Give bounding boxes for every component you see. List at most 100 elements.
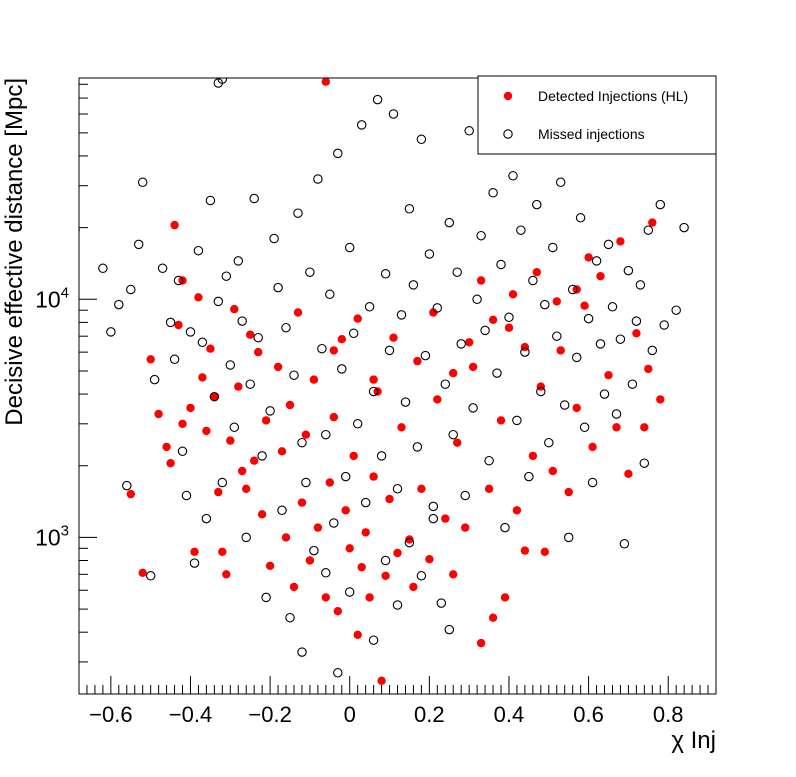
detected-point [277,447,287,456]
missed-point [468,403,478,413]
detected-point [234,382,243,391]
detected-point [222,570,231,579]
missed-point [229,422,240,433]
missed-point [444,624,455,635]
missed-point [213,78,224,88]
missed-point [496,259,506,270]
detected-point [293,308,303,317]
missed-point [603,239,614,250]
missed-point [659,320,669,330]
detected-point [604,371,613,380]
missed-point [209,391,220,402]
missed-point [472,294,482,305]
detected-point [508,290,518,299]
detected-point [166,459,175,468]
detected-point [198,373,207,382]
missed-point [540,299,550,310]
missed-point [416,571,427,581]
missed-point [555,177,566,188]
detected-point [552,297,561,306]
missed-point [559,400,570,410]
legend-box [477,75,717,155]
detected-point [257,510,267,519]
missed-point [424,249,435,259]
missed-point [344,587,355,597]
legend-label: Detected Injections (HL) [538,88,688,104]
missed-point [337,364,347,374]
missed-point [392,484,403,494]
detected-point [461,523,470,532]
missed-point [317,343,327,354]
missed-point [408,280,419,290]
missed-point [492,368,502,378]
missed-point [635,280,646,290]
missed-point [277,505,287,516]
points-layer [79,78,689,685]
missed-point [173,275,184,286]
missed-point [181,490,192,501]
legend-marker-detected [503,91,513,101]
detected-point [246,330,255,339]
detected-point [313,523,323,532]
detected-point [230,304,239,314]
missed-point [428,513,439,524]
missed-point [348,328,359,339]
missed-point [329,518,339,528]
missed-point [114,299,124,310]
detected-point [273,362,283,372]
missed-point [404,204,415,214]
missed-point [165,317,176,328]
x-tick-label: 0.2 [414,702,445,727]
detected-point [285,400,295,410]
missed-point [599,389,610,399]
missed-point [301,477,311,488]
missed-point [225,360,236,370]
missed-point [197,337,208,348]
missed-point [321,568,331,578]
missed-point [544,437,554,448]
detected-point [476,276,486,285]
missed-point [273,282,283,293]
missed-point [253,332,263,343]
series-detected [126,78,665,685]
detected-point [361,528,370,537]
detected-point [640,423,649,432]
missed-point [376,451,387,461]
detected-point [468,362,478,372]
detected-point [441,514,450,523]
missed-point [169,354,180,365]
detected-point [242,484,251,493]
missed-point [126,284,136,295]
detected-point [580,301,589,310]
detected-point [520,546,530,555]
missed-point [289,370,299,380]
missed-point [520,347,530,357]
missed-point [552,331,562,341]
missed-point [500,522,510,533]
detected-point [254,347,263,357]
missed-point [647,345,658,356]
missed-point [106,327,116,337]
detected-point [202,426,211,436]
missed-point [583,313,594,324]
missed-point [428,501,439,512]
detected-point [584,253,593,262]
missed-point [436,598,447,608]
x-tick-label: 0.6 [573,702,604,727]
detected-point [194,293,203,302]
missed-point [305,267,315,277]
missed-point [384,345,395,356]
detected-point [178,419,187,428]
missed-point [631,316,642,326]
missed-point [480,325,490,336]
x-tick-label: 0.4 [494,702,525,727]
missed-point [205,195,216,206]
missed-point [420,350,431,361]
x-tick-label: 0.8 [653,702,684,727]
detected-point [381,571,390,580]
missed-point [460,490,470,501]
missed-point [340,471,351,482]
detected-point [353,630,362,639]
missed-point [575,213,586,223]
